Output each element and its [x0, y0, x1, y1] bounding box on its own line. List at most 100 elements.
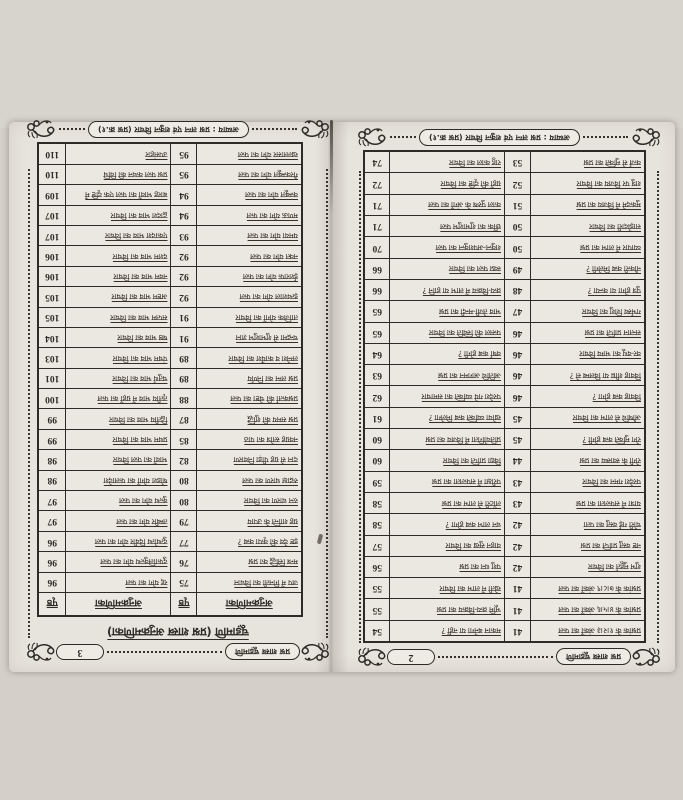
toc-entry-title: स्वप्न फल का विचार [390, 258, 505, 280]
toc-entry-title: शुभ मुहूर्त का विचार [530, 556, 645, 578]
corner-flourish-icon [631, 124, 661, 150]
table-row: साझेदारी का विचार 50 छींक का शुभाशुभ फल … [364, 215, 645, 237]
toc-entry-page: 91 [171, 307, 197, 328]
toc-entry-title: चोरी गई वस्तु का पता [530, 513, 645, 536]
toc-entry-page: 104 [38, 327, 66, 348]
toc-entry-page: 74 [364, 151, 390, 173]
chapter-banner: अध्याय : प्रश्न लग्न एवं शकुन विचार (प्र… [419, 128, 580, 146]
toc-entry-title: सप्तम भाव का विचार [66, 307, 171, 328]
toc-entry-title: रत्न धारण का विचार [197, 490, 302, 511]
toc-entry-title: षष्ठ भाव का विचार [66, 327, 171, 348]
table-row: प्रश्नकर्ता की चेष्टा का फल 88 तृतीय भाव… [38, 388, 302, 409]
toc-entry-title: खल्लासर योग का फल [197, 143, 302, 165]
toc-entry-title: मुकदमे में विजय का प्रश्न [530, 194, 645, 216]
page-footer: अध्याय : प्रश्न लग्न एवं शकुन विचार (प्र… [25, 116, 331, 142]
table-row: नौकरी कब मिलेगी ? 49 स्वप्न फल का विचार … [364, 258, 645, 280]
toc-entry-page: 88 [171, 388, 197, 409]
table-row: चोरी गई वस्तु का पता 42 धन लाभ कब होगा ?… [364, 513, 645, 536]
table-row: यमया योग का फल 93 एकादश भाव का विचार 107 [38, 225, 302, 246]
toc-entry-page: 96 [38, 572, 66, 593]
toc-entry-page: 50 [504, 215, 531, 237]
toc-entry-title: दान से ग्रह पीड़ा निवारण [197, 449, 302, 471]
toc-entry-page: 97 [38, 510, 66, 532]
running-title-oval: प्रश्न शास्त्र चूड़ामणि [225, 643, 300, 661]
toc-entry-title: नौकरी कब मिलेगी ? [530, 258, 645, 280]
toc-entry-page: 110 [38, 143, 66, 165]
toc-entry-title: प्रश्न समय की शुद्धि [197, 408, 302, 430]
toc-entry-page: 50 [504, 236, 531, 259]
toc-entry-page: 99 [38, 429, 66, 450]
toc-entry-title: द्वादश भाव का विचार [66, 205, 171, 226]
toc-entry-title: मकान बनेगा या नहीं ? [390, 620, 505, 642]
toc-entry-title: नक्त योग का फल [197, 245, 302, 267]
toc-entry-page: 80 [171, 470, 197, 491]
toc-entry-title: गैरकम्बूल योग का फल [197, 164, 302, 185]
table-row: प्रश्नांक के ७।८।९ अंकों का फल 41 खेती म… [364, 577, 645, 599]
toc-entry-title: दशम भाव का विचार [66, 245, 171, 267]
dotted-rule [251, 128, 297, 131]
toc-entry-title: इत्थशाल योग का फल [197, 286, 302, 308]
column-header-page: पृष्ठ [171, 592, 197, 616]
toc-entry-page: 64 [364, 343, 390, 365]
toc-entry-page: 57 [364, 535, 390, 557]
toc-entry-page: 66 [364, 258, 390, 280]
table-row: चन्द्रमा से शुभाशुभ ज्ञान 91 षष्ठ भाव का… [38, 327, 302, 348]
toc-entry-title: प्रतियोगिता में विजय का प्रश्न [390, 428, 505, 450]
table-row: वर-वधू का भाग्य विचार 46 वर्षा कब होगी ?… [364, 343, 645, 365]
dotted-rule [438, 656, 554, 658]
toc-entry-title: शकुन-अपशकुन का फल [390, 236, 505, 259]
toc-entry-title: रोगी के स्वास्थ्य का प्रश्न [530, 449, 645, 472]
page-header: प्रश्न शास्त्र चूड़ामणि 3 [25, 639, 331, 665]
toc-entry-title: परदेश गमन का विचार [530, 471, 645, 493]
toc-entry-page: 59 [364, 471, 390, 493]
toc-entry-page: 71 [364, 194, 390, 216]
toc-entry-title: कर्ज से मुक्ति का प्रश्न [530, 151, 645, 173]
table-row: गैरकम्बूल योग का फल 95 प्रश्न फल कथन की … [38, 164, 302, 185]
toc-entry-title: शत्रु पर विजय का विचार [530, 172, 645, 195]
column-header-title: अनुक्रमणिका [197, 592, 302, 616]
toc-entry-page: 92 [171, 266, 197, 287]
corner-flourish-icon [631, 644, 661, 670]
corner-flourish-icon [357, 644, 387, 670]
toc-entry-page: 55 [364, 577, 390, 599]
index-table-page-3: अनुक्रमणिका पृष्ठ अनुक्रमणिका पृष्ठ जप म… [37, 142, 303, 617]
toc-entry-page: 92 [171, 245, 197, 267]
toc-entry-title: प्रथम भाव का विचार [66, 429, 171, 450]
table-row: परदेश गमन का विचार 43 परीक्षा में सफलता … [364, 471, 645, 493]
corner-flourish-icon [300, 639, 330, 665]
table-row: औषधि से लाभ का विचार 45 खोया व्यक्ति कब … [364, 407, 645, 429]
toc-entry-title: खोया व्यक्ति कब मिलेगा ? [390, 407, 505, 429]
toc-entry-title: प्रश्नांक के ७।८।९ अंकों का फल [530, 577, 645, 599]
toc-entry-page: 99 [38, 408, 66, 430]
table-row: प्रश्न लग्न का निर्णय 89 चतुर्थ भाव का व… [38, 368, 302, 389]
table-row: प्रश्नांक के ४।५।६ अंकों का फल 41 भूमि क… [364, 598, 645, 621]
toc-entry-title: सन्तान प्राप्ति का प्रश्न [530, 322, 645, 344]
toc-entry-page: 49 [504, 258, 531, 280]
toc-entry-page: 58 [364, 492, 390, 514]
toc-entry-page: 52 [504, 172, 531, 195]
toc-entry-title: अतिथि आगमन का प्रश्न [390, 364, 505, 386]
toc-entry-title: ग्रह शान्ति के उपाय [197, 510, 302, 532]
toc-entry-title: नवम भाव का विचार [66, 266, 171, 287]
table-row: रुद्राक्ष धारण का फल 80 षोडश योगों का फल… [38, 470, 302, 491]
corner-flourish-icon [26, 116, 56, 142]
toc-entry-title: द्वितीय भाव का विचार [66, 408, 171, 430]
page-number-badge: 2 [387, 649, 435, 665]
toc-entry-page: 94 [171, 205, 197, 226]
toc-entry-title: इष्ट देव की कृपा कब ? [197, 531, 302, 552]
toc-entry-title: रुद्राक्ष धारण का फल [197, 470, 302, 491]
table-row: प्रश्नांक के १।२।३ अंकों का फल 41 मकान ब… [364, 620, 645, 642]
toc-entry-page: 62 [364, 385, 390, 408]
dotted-rule [107, 651, 223, 653]
toc-entry-page: 61 [364, 407, 390, 429]
toc-entry-title: ग्रहों की दृष्टि का विचार [390, 172, 505, 195]
toc-entry-page: 91 [171, 327, 197, 348]
table-row: ग्रह शान्ति के उपाय 79 तम्बीर योग का फल … [38, 510, 302, 532]
dotted-rule [390, 136, 416, 139]
table-row: शुभ मुहूर्त का विचार 42 पशु धन का प्रश्न… [364, 556, 645, 578]
toc-entry-page: 100 [38, 388, 66, 409]
toc-entry-page: 46 [504, 385, 531, 408]
toc-entry-title: भाव तेजी-मन्दी का प्रश्न [390, 300, 505, 323]
toc-entry-page: 43 [504, 471, 531, 493]
toc-entry-title: रद्द योग का फल [66, 572, 171, 593]
